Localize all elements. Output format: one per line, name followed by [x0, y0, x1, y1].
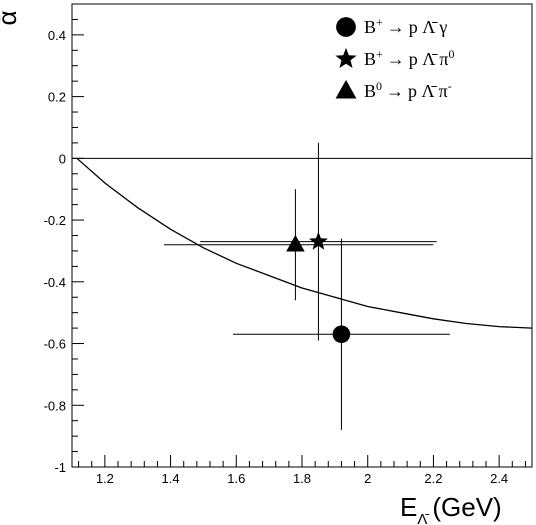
x-axis-label-main: E [400, 492, 417, 522]
legend-marker-circle [336, 17, 356, 37]
x-tick-label: 1.4 [162, 471, 180, 486]
legend-parent: B [364, 49, 376, 69]
legend-entry: B0 → p Λ̄ π- [364, 79, 452, 101]
legend-arrow: → [387, 17, 405, 37]
legend-parent: B [364, 17, 376, 37]
legend-superscript: - [448, 79, 452, 93]
data-points-group [164, 142, 450, 430]
x-axis-label: EΛ̄ (GeV) [400, 492, 502, 525]
y-axis-ticks: 0.4 0.2 0 -0.2 -0.4 -0.6 -0.8 -1 [44, 3, 84, 475]
legend-arrow: → [386, 81, 404, 101]
legend-entry: B+ → p Λ̄ π0 [364, 47, 454, 69]
legend-marker-star [335, 47, 357, 68]
x-tick-label: 2 [364, 471, 371, 486]
y-tick-label: -0.8 [44, 398, 66, 413]
theory-curve [76, 157, 533, 329]
curve-group [76, 157, 533, 329]
legend-products: p Λ̄ π [409, 49, 449, 69]
plot-frame [71, 3, 533, 468]
x-axis-label-sub: Λ̄ [417, 511, 429, 525]
legend-parent: B [364, 81, 376, 101]
x-tick-label: 2.4 [490, 471, 508, 486]
x-tick-label: 1.2 [96, 471, 114, 486]
y-tick-label: -1 [54, 460, 66, 475]
y-tick-label: 0 [59, 151, 66, 166]
legend-products: p Λ̄ γ [409, 17, 448, 37]
legend-charge: + [376, 15, 383, 29]
legend-arrow: → [387, 49, 405, 69]
x-axis-label-unit: (GeV) [432, 492, 501, 522]
x-tick-label: 1.6 [227, 471, 245, 486]
data-point-triangle [286, 234, 305, 252]
x-axis-ticks: 1.2 1.4 1.6 1.8 2 2.2 2.4 [78, 455, 526, 486]
y-tick-label: -0.6 [44, 337, 66, 352]
y-tick-label: 0.2 [48, 90, 66, 105]
x-tick-label: 1.8 [293, 471, 311, 486]
legend-charge: 0 [376, 79, 382, 93]
legend-products: p Λ̄ π [408, 81, 448, 101]
legend-superscript: 0 [448, 47, 454, 61]
legend-charge: + [376, 47, 383, 61]
x-tick-label: 2.2 [424, 471, 442, 486]
legend-entry: B+ → p Λ̄ γ [364, 15, 447, 37]
data-point-circle [332, 325, 351, 344]
plot-border [71, 3, 533, 468]
data-point-star [309, 231, 328, 250]
y-tick-label: -0.2 [44, 213, 66, 228]
y-axis-label: ᾱ [0, 10, 22, 25]
y-tick-label: -0.4 [44, 275, 66, 290]
legend-marker-triangle [335, 79, 357, 99]
y-tick-label: 0.4 [48, 28, 66, 43]
